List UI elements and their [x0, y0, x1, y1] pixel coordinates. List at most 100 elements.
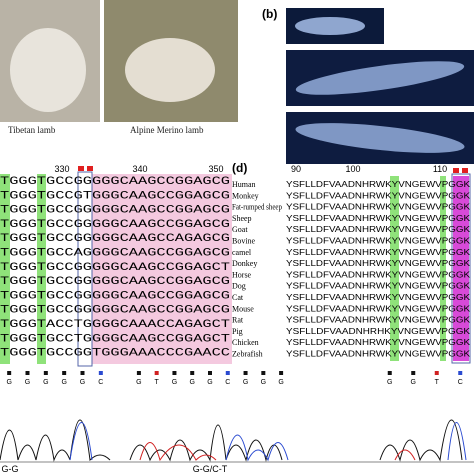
species: Sheep	[232, 214, 252, 223]
position: 100	[345, 164, 360, 174]
species: Donkey	[232, 259, 257, 268]
sequence: TGGGTGCCAGGGGCAAGCCGGAGCG	[0, 248, 230, 260]
base-marker	[243, 371, 248, 375]
base: G	[278, 379, 283, 386]
base: G	[172, 379, 177, 386]
sequence: YSFLLDFVAADNHRWKYVNGEWVPGGK	[286, 190, 470, 200]
base: G	[25, 379, 30, 386]
sequence: YSFLLDFVAADNHRWKYVNGEWVPGGK	[286, 179, 470, 189]
sequence: TGGGTGCCGGGGGCAAGCCGGAGCG	[0, 205, 230, 217]
base-marker	[387, 371, 392, 375]
base: G	[6, 379, 11, 386]
base-marker	[25, 371, 30, 375]
highlight	[92, 174, 232, 364]
highlight	[390, 176, 399, 361]
base-marker	[411, 371, 416, 375]
base: G	[243, 379, 248, 386]
base-marker	[136, 371, 141, 375]
base: G	[61, 379, 66, 386]
sequence: YSFLLDFVAADNHRWKYVNGEWVPGGK	[286, 303, 470, 313]
bone	[295, 17, 365, 35]
highlight	[37, 174, 46, 364]
base: G	[261, 379, 266, 386]
position: 350	[208, 164, 223, 174]
species: Pig	[232, 327, 243, 336]
species: Bovine	[232, 237, 256, 246]
sequence: TGGGTGCCGGGGGCAAGCCGGAGCG	[0, 290, 230, 302]
chromatogram	[0, 419, 467, 462]
marker	[453, 168, 459, 173]
marker	[78, 166, 84, 171]
species: Human	[232, 180, 256, 189]
sequence: TGGGTGCCGGTGGGAAACCCGAACC	[0, 348, 231, 360]
base-marker	[458, 371, 463, 375]
sequence: YSFLLDFVAADNHRWKYVNGEWVPGGK	[286, 202, 470, 212]
base-marker	[261, 371, 266, 375]
sequence: TGGGTGCCTGGGGCAAGCCGGAGCT	[0, 333, 231, 345]
bone	[295, 61, 465, 95]
caption: Alpine Merino lamb	[130, 125, 204, 135]
base-marker	[225, 371, 230, 375]
base-marker	[7, 371, 12, 375]
base: G	[136, 379, 141, 386]
species: Fat-rumped sheep	[232, 203, 282, 212]
sequence: YSFLLDFVAADNHRWKYVNGEWVPGGK	[286, 224, 470, 234]
species: Dog	[232, 282, 246, 291]
box	[451, 173, 471, 364]
caption: Tibetan lamb	[8, 125, 56, 135]
highlight	[0, 174, 10, 364]
base: G	[80, 379, 85, 386]
marker	[87, 166, 93, 171]
sequence: YSFLLDFVAADNHRWKYVNGEWVPGGK	[286, 247, 470, 257]
base-marker	[172, 371, 177, 375]
base: T	[155, 379, 160, 386]
base-marker	[98, 371, 103, 375]
base: T	[435, 379, 440, 386]
sequence: TGGGTACCTGGGGCAAACCAGAGCT	[0, 319, 231, 331]
position: 90	[291, 164, 301, 174]
sequence: YSFLLDFVAADNHRWKYVNGEWVPGGK	[286, 315, 470, 325]
bone	[295, 123, 465, 153]
base-marker	[62, 371, 67, 375]
base-marker	[80, 371, 85, 375]
base: C	[98, 379, 103, 386]
lamb	[125, 38, 215, 102]
sequence: TGGGTGCCGGGGGCAAGCCGGAGCG	[0, 176, 230, 188]
species: Monkey	[232, 191, 259, 200]
highlight	[440, 176, 446, 361]
position: 110	[433, 164, 447, 174]
sequence: YSFLLDFVAADNHRWKYVNGEWVPGGK	[286, 349, 470, 359]
lamb	[10, 28, 86, 112]
panel-label: (d)	[232, 161, 247, 175]
trace-label: G-G	[2, 464, 19, 474]
base-marker	[279, 371, 284, 375]
sequence: YSFLLDFVAADNHRWKYVNGEWVPGGK	[286, 269, 470, 279]
base: G	[43, 379, 48, 386]
base: G	[207, 379, 212, 386]
panel-label: (b)	[262, 7, 277, 21]
base: C	[458, 379, 463, 386]
sequence: TGGGTGCCGGGGGCAAGCCGGAGCG	[0, 305, 230, 317]
species: Cat	[232, 293, 244, 302]
base: C	[225, 379, 230, 386]
species: Zebrafish	[232, 350, 263, 359]
sequence: TGGGTGCCGGGGGCAAGCCAGAGCG	[0, 233, 230, 245]
base-marker	[190, 371, 195, 375]
sequence: YSFLLDFVAADNHRWKYVNGEWVPGGK	[286, 292, 470, 302]
sequence: YSFLLDFVAADNHRWKYVNGEWVPGGK	[286, 258, 470, 268]
sequence: TGGGTGCCGTGGGCAAGCCGGAGCG	[0, 190, 230, 202]
base-marker	[208, 371, 212, 375]
species: Horse	[232, 270, 252, 279]
species: Mouse	[232, 304, 254, 313]
highlight	[453, 176, 469, 361]
base: G	[189, 379, 194, 386]
species: camel	[232, 248, 252, 257]
sequence: TGGGTGCCGGGGGCAAGCCGGAGCT	[0, 262, 231, 274]
base-marker	[434, 371, 439, 375]
base-marker	[154, 371, 159, 375]
sequence: YSFLLDFVAADNHRWKYVNGEWVPGGK	[286, 236, 470, 246]
sequence: YSFLLDFVAADNHRWKYVNGEWVPGGK	[286, 337, 470, 347]
sequence: YSFLLDFVAADNHRWKYVNGEWVPGGK	[286, 213, 470, 223]
species: Rat	[232, 316, 244, 325]
